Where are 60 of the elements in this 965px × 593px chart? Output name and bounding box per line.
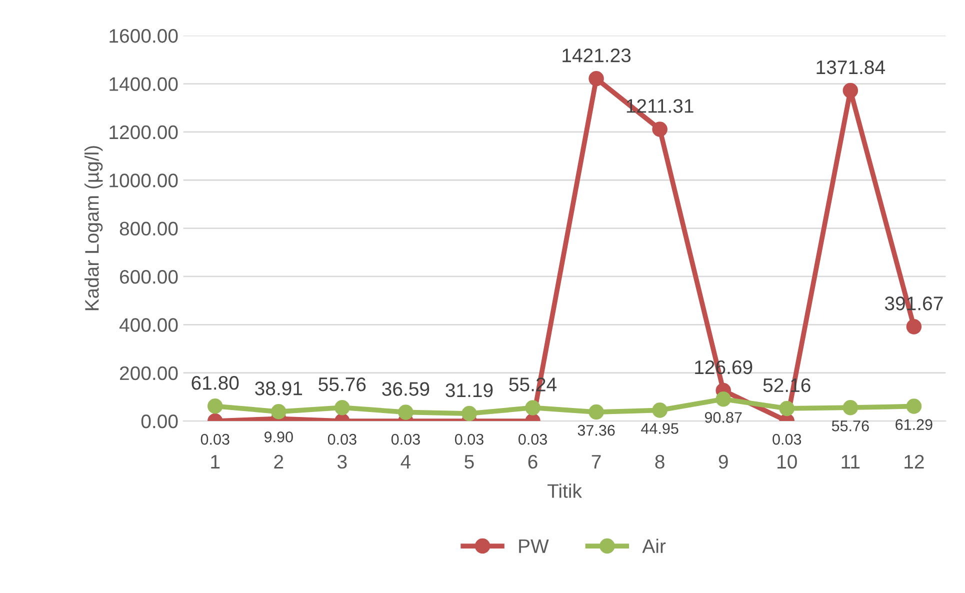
point [207,398,223,414]
data-label: 1371.84 [816,60,885,74]
y-axis-title: Kadar Logam (µg/l) [84,146,103,310]
data-label: 38.91 [255,382,302,396]
data-label: 1421.23 [562,48,631,62]
point [906,398,922,414]
point [525,400,540,416]
y-tick-label: 1200.00 [110,125,178,140]
data-label: 44.95 [641,423,678,434]
data-label: 0.03 [772,434,802,445]
y-tick-label: 600.00 [120,270,178,284]
data-label: 0.03 [328,434,356,445]
x-tick-label: 12 [904,454,924,468]
x-tick-label: 3 [338,454,347,469]
point [652,402,668,418]
data-label: 0.03 [391,434,420,445]
x-axis-title: Titik [548,484,582,498]
x-tick-label: 6 [528,454,538,469]
x-tick-label: 2 [274,454,284,468]
legend-label: Air [642,538,666,553]
x-tick-label: 1 [211,455,220,468]
x-tick-label: 7 [592,455,601,468]
point [334,400,350,416]
y-tick-label: 800.00 [120,222,178,236]
point [398,404,414,420]
x-tick-label: 4 [400,455,411,468]
y-tick-label: 1600.00 [110,29,178,43]
point [462,406,477,422]
y-tick-label: 0.00 [141,414,178,428]
data-label: 9.90 [264,432,293,442]
y-tick-label: 1400.00 [110,77,178,91]
y-tick-label: 400.00 [119,318,178,332]
data-label: 37.36 [578,424,615,436]
data-label: 0.03 [454,434,484,445]
point [906,319,922,334]
x-tick-label: 5 [464,455,474,469]
x-tick-label: 10 [778,454,797,469]
data-label: 0.03 [518,434,547,445]
point [588,71,604,86]
point [716,392,731,407]
data-label: 55.76 [832,420,869,432]
data-label: 55.76 [318,377,366,392]
x-tick-label: 11 [842,455,860,468]
y-tick-label: 200.00 [120,366,178,380]
data-label: 36.59 [382,382,430,396]
data-label: 0.03 [200,434,230,445]
y-tick-label: 1000.00 [110,174,178,188]
point [779,400,795,416]
data-label: 31.19 [446,383,493,398]
point [842,82,858,98]
x-tick-label: 9 [718,454,728,469]
data-label: 61.29 [896,419,932,430]
point [588,404,604,420]
x-tick-label: 8 [655,454,664,469]
point [271,404,286,420]
legend-label: PW [519,539,549,553]
point [652,122,668,137]
point [842,400,858,416]
data-label: 90.87 [704,412,742,423]
data-label: 61.80 [192,376,239,390]
